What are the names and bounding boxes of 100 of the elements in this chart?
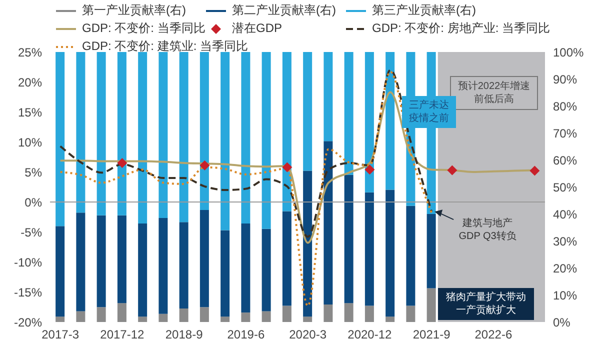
y2-tick-label: 20% (553, 261, 578, 276)
bar (344, 52, 354, 175)
bar (220, 52, 230, 230)
annotation: 三产未达疫情之前 (402, 96, 456, 128)
annotation: 预计2022年增速前低后高 (450, 76, 538, 110)
bar (200, 210, 209, 308)
y2-tick-label: 30% (553, 234, 578, 248)
y-tick-label: -10% (14, 255, 42, 270)
bar (364, 306, 374, 322)
y2-tick-label: 90% (553, 72, 578, 86)
bar (76, 212, 86, 312)
bar (241, 312, 250, 322)
y-tick-label: 20% (18, 75, 42, 90)
bar (200, 52, 209, 210)
bar (303, 316, 312, 322)
bar (158, 314, 168, 322)
bar (96, 307, 106, 322)
y2-tick-label: 70% (553, 126, 578, 140)
legend-label: 第一产业贡献率(右) (82, 2, 186, 19)
y2-tick-label: 60% (553, 153, 578, 168)
bar (117, 52, 126, 216)
bar (262, 228, 271, 312)
y-tick-label: 25% (18, 45, 42, 60)
x-tick-label: 2018-9 (165, 328, 204, 342)
legend-label: GDP: 不变价: 建筑业: 当季同比 (82, 38, 248, 55)
y2-tick-label: 0% (553, 315, 571, 330)
bar (282, 52, 292, 212)
bar (282, 211, 292, 306)
annotation: 建筑与地产GDP Q3转负 (458, 216, 518, 244)
legend-label: GDP: 不变价: 当季同比 (82, 20, 206, 37)
bar (56, 52, 65, 226)
point (282, 162, 292, 172)
legend-label: 第二产业贡献率(右) (232, 2, 336, 19)
x-tick-label: 2022-6 (474, 328, 512, 342)
y-tick-label: 0% (24, 195, 42, 210)
bar (158, 218, 168, 314)
y-tick-label: -20% (14, 315, 42, 330)
bar (262, 311, 271, 322)
bar (324, 141, 333, 304)
bar (386, 316, 395, 322)
y2-tick-label: 40% (553, 207, 578, 222)
bar (386, 52, 395, 190)
bar (386, 190, 395, 317)
y2-tick-label: 10% (553, 288, 578, 302)
bar (117, 215, 126, 304)
bar (241, 223, 250, 313)
bar (324, 304, 333, 322)
x-tick-label: 2017-3 (42, 328, 80, 342)
y-tick-label: 5% (24, 165, 42, 180)
bar (56, 226, 65, 317)
bar (406, 306, 416, 322)
y-tick-label: 10% (18, 135, 42, 150)
y2-tick-label: 50% (553, 180, 578, 194)
x-tick-label: 2021-9 (412, 328, 451, 342)
bar (324, 52, 333, 142)
x-tick-label: 2019-6 (227, 328, 265, 342)
bar (344, 303, 354, 322)
bar (76, 311, 86, 322)
x-tick-label: 2017-12 (100, 328, 145, 342)
y-tick-label: 15% (18, 105, 42, 120)
bar (179, 222, 188, 308)
point (530, 166, 540, 176)
bar (344, 174, 354, 304)
bar (138, 223, 148, 317)
bar (138, 52, 148, 224)
y-tick-label: -15% (14, 285, 42, 300)
y2-tick-label: 100% (553, 45, 584, 60)
legend-label: 第三产业贡献率(右) (372, 2, 476, 19)
point (200, 160, 210, 170)
point (447, 165, 458, 176)
bar (200, 307, 209, 322)
bar (96, 215, 106, 308)
bar (76, 52, 86, 213)
bar (426, 288, 436, 322)
bar (96, 52, 106, 216)
annotation: 猪肉产量扩大带动一产贡献扩大 (438, 288, 534, 320)
bar (303, 170, 312, 317)
bar (241, 52, 250, 224)
bar (56, 316, 65, 322)
x-tick-label: 2020-12 (348, 328, 392, 342)
bar (179, 52, 188, 222)
y-tick-label: -5% (20, 225, 42, 240)
legend-label: 潜在GDP (232, 20, 282, 37)
point (364, 164, 375, 175)
x-tick-label: 2020-3 (289, 328, 327, 342)
bar (262, 52, 271, 229)
bar (303, 52, 312, 171)
bar (426, 214, 436, 288)
point (117, 158, 128, 168)
bar (138, 316, 148, 322)
bar (117, 303, 126, 322)
bar (220, 316, 230, 322)
legend-label: GDP: 不变价: 房地产业: 当季同比 (372, 20, 550, 37)
y2-tick-label: 80% (553, 99, 578, 114)
bar (179, 308, 188, 322)
bar (220, 230, 230, 317)
bar (158, 52, 168, 218)
bar (282, 306, 292, 322)
bar (364, 52, 374, 192)
bar (364, 192, 374, 306)
